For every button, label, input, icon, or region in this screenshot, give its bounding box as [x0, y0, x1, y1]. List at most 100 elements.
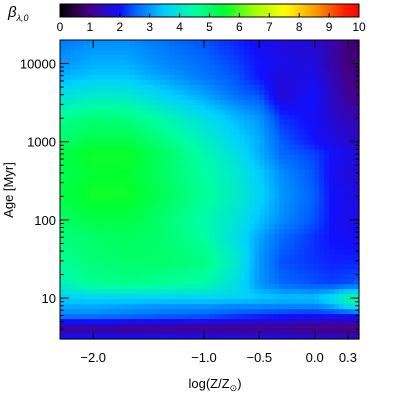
heatmap-cell: [104, 99, 111, 106]
heatmap-cell: [109, 149, 116, 156]
heatmap-cell: [114, 214, 121, 220]
heatmap-cell: [124, 134, 131, 141]
heatmap-cell: [74, 49, 81, 56]
heatmap-cell: [74, 144, 81, 151]
heatmap-cell: [229, 40, 236, 46]
heatmap-cell: [324, 304, 330, 310]
heatmap-cell: [159, 40, 166, 46]
heatmap-cell: [134, 239, 141, 245]
heatmap-cell: [324, 124, 330, 131]
heatmap-cell: [159, 234, 166, 240]
heatmap-cell: [229, 99, 236, 106]
heatmap-cell: [134, 179, 141, 186]
heatmap-cell: [124, 244, 131, 250]
heatmap-cell: [299, 149, 305, 156]
heatmap-cell: [60, 44, 66, 51]
heatmap-cell: [214, 164, 221, 171]
heatmap-cell: [179, 319, 186, 325]
heatmap-cell: [324, 79, 330, 86]
heatmap-cell: [319, 299, 325, 305]
heatmap-cell: [274, 299, 280, 305]
heatmap-cell: [74, 59, 81, 66]
heatmap-cell: [299, 84, 305, 91]
heatmap-cell: [244, 204, 250, 211]
heatmap-cell: [349, 179, 355, 186]
heatmap-cell: [304, 249, 310, 255]
heatmap-cell: [339, 229, 345, 235]
heatmap-cell: [60, 69, 66, 76]
heatmap-cell: [349, 199, 355, 206]
heatmap-cell: [99, 234, 106, 240]
heatmap-cell: [294, 99, 300, 106]
heatmap-cell: [94, 304, 101, 310]
heatmap-cell: [184, 59, 191, 66]
heatmap-cell: [244, 84, 250, 91]
heatmap-cell: [339, 209, 345, 216]
heatmap-cell: [289, 119, 295, 126]
heatmap-cell: [244, 279, 250, 285]
heatmap-cell: [234, 219, 240, 225]
heatmap-cell: [339, 319, 345, 325]
heatmap-cell: [304, 264, 310, 270]
heatmap-cell: [294, 254, 300, 260]
heatmap-cell: [249, 269, 255, 275]
heatmap-cell: [324, 289, 330, 295]
heatmap-cell: [239, 204, 245, 211]
heatmap-cell: [239, 59, 245, 66]
heatmap-cell: [164, 134, 171, 141]
heatmap-cell: [179, 74, 186, 81]
heatmap-cell: [319, 309, 325, 315]
heatmap-cell: [214, 149, 221, 156]
heatmap-cell: [304, 239, 310, 245]
heatmap-cell: [74, 119, 81, 126]
heatmap-cell: [159, 69, 166, 76]
heatmap-cell: [229, 159, 236, 166]
heatmap-cell: [179, 89, 186, 96]
heatmap-cell: [209, 229, 216, 235]
heatmap-cell: [324, 264, 330, 270]
heatmap-cell: [279, 194, 285, 201]
heatmap-cell: [60, 94, 66, 101]
heatmap-cell: [294, 174, 300, 181]
heatmap-cell: [224, 154, 231, 161]
heatmap-cell: [94, 139, 101, 146]
heatmap-cell: [224, 184, 231, 191]
heatmap-cell: [274, 159, 280, 166]
heatmap-cell: [174, 269, 181, 275]
heatmap-cell: [324, 129, 330, 136]
heatmap-cell: [149, 319, 156, 325]
heatmap-cell: [74, 149, 81, 156]
heatmap-cell: [164, 279, 171, 285]
heatmap-cell: [204, 59, 211, 66]
heatmap-cell: [314, 279, 320, 285]
heatmap-cell: [139, 144, 146, 151]
heatmap-cell: [314, 74, 320, 81]
heatmap-cell: [154, 219, 161, 225]
heatmap-cell: [334, 139, 340, 146]
heatmap-cell: [144, 239, 151, 245]
heatmap-cell: [119, 119, 126, 126]
heatmap-cell: [354, 94, 360, 101]
heatmap-cell: [94, 149, 101, 156]
heatmap-cell: [139, 314, 146, 320]
heatmap-cell: [224, 40, 231, 46]
heatmap-cell: [139, 244, 146, 250]
heatmap-cell: [209, 214, 216, 220]
heatmap-cell: [179, 184, 186, 191]
heatmap-cell: [119, 179, 126, 186]
heatmap-cell: [204, 274, 211, 280]
heatmap-cell: [189, 319, 196, 325]
heatmap-cell: [309, 134, 315, 141]
heatmap-cell: [159, 209, 166, 216]
heatmap-cell: [319, 84, 325, 91]
heatmap-cell: [169, 164, 176, 171]
heatmap-cell: [119, 79, 126, 86]
heatmap-cell: [134, 289, 141, 295]
heatmap-cell: [99, 129, 106, 136]
heatmap-cell: [249, 244, 255, 250]
heatmap-cell: [314, 144, 320, 151]
heatmap-cell: [254, 184, 260, 191]
heatmap-cell: [169, 194, 176, 201]
heatmap-cell: [239, 74, 245, 81]
heatmap-cell: [99, 144, 106, 151]
